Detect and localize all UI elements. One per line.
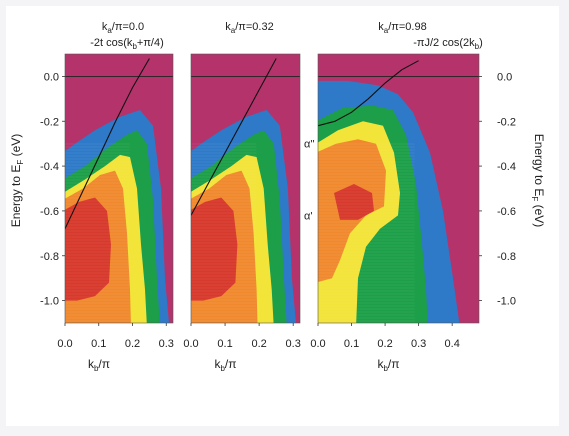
y-tick-label-left: 0.0 (44, 71, 59, 83)
panel-title: ka/π=0.32 (225, 21, 273, 35)
panel-title: ka/π=0.0 (102, 21, 144, 35)
x-tick-label: 0.1 (91, 338, 106, 350)
x-tick-label: 0.0 (57, 338, 72, 350)
arpes-chart: 0.0 0.1 0.2 0.3 0.0 0.1 0.2 0.3 0.0 0.1 0.2 0.3 0.4 0… (9, 21, 546, 373)
y-axis-label-left: Energy to EF (eV) (9, 134, 25, 228)
x-tick-label: 0.0 (183, 338, 198, 350)
dispersion-curve (191, 58, 277, 216)
band-label-alpha-double-prime: α'' (304, 139, 315, 151)
y-tick-label-right: -0.4 (497, 161, 516, 173)
dispersion-curve (65, 58, 150, 230)
y-tick-label-left: -0.4 (40, 161, 59, 173)
y-tick-label-right: -0.8 (497, 251, 516, 263)
x-axis-label: kb/π (214, 357, 236, 373)
band-label-alpha-prime: α' (304, 210, 312, 222)
dispersion-curve (318, 60, 419, 127)
panel-title: ka/π=0.98 (378, 21, 426, 35)
x-tick-label: 0.1 (344, 338, 359, 350)
x-tick-label: 0.2 (125, 338, 140, 350)
x-axis-label: kb/π (377, 357, 399, 373)
intensity-red (65, 197, 111, 301)
panel-p3 (317, 53, 480, 324)
x-tick-label: 0.3 (286, 338, 301, 350)
intensity-red (191, 197, 238, 301)
y-tick-label-right: 0.0 (497, 71, 512, 83)
y-tick-label-right: -0.6 (497, 206, 516, 218)
curve-label: -2t cos(kb+π/4) (90, 37, 164, 51)
y-tick-label-left: -0.6 (40, 206, 59, 218)
x-tick-label: 0.3 (159, 338, 174, 350)
intensity-red (334, 184, 374, 220)
x-tick-label: 0.3 (411, 338, 426, 350)
x-axis-label: kb/π (88, 357, 110, 373)
panel-border (64, 53, 174, 324)
y-tick-label-left: -0.8 (40, 251, 59, 263)
x-tick-label: 0.4 (445, 338, 460, 350)
panel-border (317, 53, 480, 324)
x-tick-label: 0.0 (310, 338, 325, 350)
panel-border (190, 53, 301, 324)
y-tick-label-left: -0.2 (40, 116, 59, 128)
y-tick-label-right: -0.2 (497, 116, 516, 128)
panel-p2 (190, 53, 301, 324)
y-axis-label-right: Energy to EF (eV) (530, 134, 546, 228)
y-tick-label-left: -1.0 (40, 296, 59, 308)
panel-p1 (64, 53, 174, 324)
figure-frame: 0.0 0.1 0.2 0.3 0.0 0.1 0.2 0.3 0.0 0.1 0.2 0.3 0.4 0… (6, 6, 559, 426)
y-tick-label-right: -1.0 (497, 296, 516, 308)
x-tick-label: 0.2 (251, 338, 266, 350)
x-tick-label: 0.2 (377, 338, 392, 350)
x-tick-label: 0.1 (217, 338, 232, 350)
curve-label: -πJ/2 cos(2kb) (413, 37, 483, 51)
